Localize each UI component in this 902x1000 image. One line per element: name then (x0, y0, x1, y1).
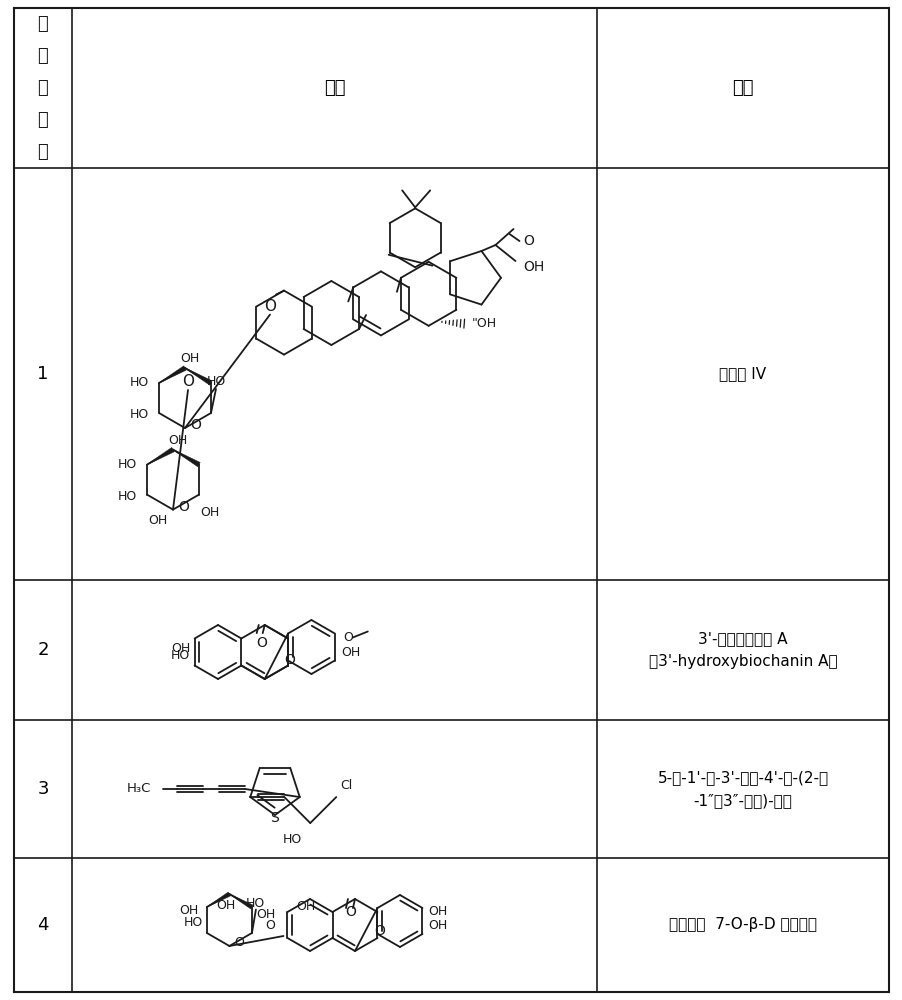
Text: O: O (263, 299, 276, 314)
Text: 1: 1 (37, 365, 49, 383)
Text: OH: OH (340, 646, 360, 659)
Polygon shape (207, 892, 230, 907)
Text: H₃C: H₃C (127, 782, 152, 795)
Text: 5-丁-1'-耖-3'-羟基-4'-氯-(2-戊
-1″，3″-二耖)-噌酚: 5-丁-1'-耖-3'-羟基-4'-氯-(2-戊 -1″，3″-二耖)-噌酚 (657, 770, 828, 808)
Text: HO: HO (245, 897, 264, 910)
Text: 早莲苷 IV: 早莲苷 IV (719, 366, 766, 381)
Text: OH: OH (179, 904, 198, 917)
Text: 3: 3 (37, 780, 49, 798)
Text: OH: OH (168, 434, 188, 446)
Text: 3'-羟基鹰嘴豆素 A
（3'-hydroxybiochanin A）: 3'-羟基鹰嘴豆素 A （3'-hydroxybiochanin A） (648, 631, 836, 669)
Text: O: O (182, 374, 194, 389)
Text: OH: OH (148, 514, 168, 527)
Text: 名称: 名称 (732, 79, 753, 97)
Text: O: O (523, 234, 534, 248)
Text: O: O (265, 919, 275, 932)
Text: HO: HO (207, 375, 226, 388)
Text: O: O (189, 418, 200, 432)
Text: OH: OH (199, 506, 219, 518)
Text: HO: HO (183, 916, 203, 929)
Text: OH: OH (216, 899, 235, 912)
Text: O: O (373, 924, 384, 938)
Text: O: O (235, 936, 244, 949)
Text: OH: OH (255, 908, 275, 921)
Text: HO: HO (282, 833, 302, 846)
Text: 2: 2 (37, 641, 49, 659)
Text: HO: HO (117, 458, 137, 471)
Polygon shape (172, 449, 200, 467)
Text: O: O (345, 905, 356, 919)
Text: OH: OH (523, 260, 544, 274)
Text: HO: HO (170, 649, 189, 662)
Text: S: S (271, 811, 279, 825)
Text: OH: OH (296, 900, 316, 913)
Text: O: O (256, 636, 267, 650)
Text: OH: OH (171, 642, 190, 655)
Text: O: O (343, 631, 353, 644)
Text: 4: 4 (37, 916, 49, 934)
Text: "OH: "OH (472, 317, 497, 330)
Text: HO: HO (130, 376, 149, 389)
Text: 化: 化 (38, 15, 49, 33)
Text: 木橨草素  7-O-β-D 葡萄糖苷: 木橨草素 7-O-β-D 葡萄糖苷 (668, 917, 816, 932)
Polygon shape (229, 894, 253, 909)
Text: OH: OH (180, 352, 199, 365)
Polygon shape (159, 366, 186, 383)
Text: 号: 号 (38, 143, 49, 161)
Text: Cl: Cl (340, 779, 352, 792)
Text: 结构: 结构 (324, 79, 345, 97)
Text: HO: HO (130, 408, 149, 421)
Text: O: O (284, 652, 295, 666)
Text: 编: 编 (38, 111, 49, 129)
Text: O: O (178, 500, 189, 514)
Text: HO: HO (117, 490, 137, 503)
Polygon shape (147, 447, 174, 465)
Text: 物: 物 (38, 79, 49, 97)
Text: OH: OH (428, 905, 447, 918)
Text: OH: OH (428, 919, 447, 932)
Polygon shape (185, 368, 212, 385)
Text: 合: 合 (38, 47, 49, 65)
